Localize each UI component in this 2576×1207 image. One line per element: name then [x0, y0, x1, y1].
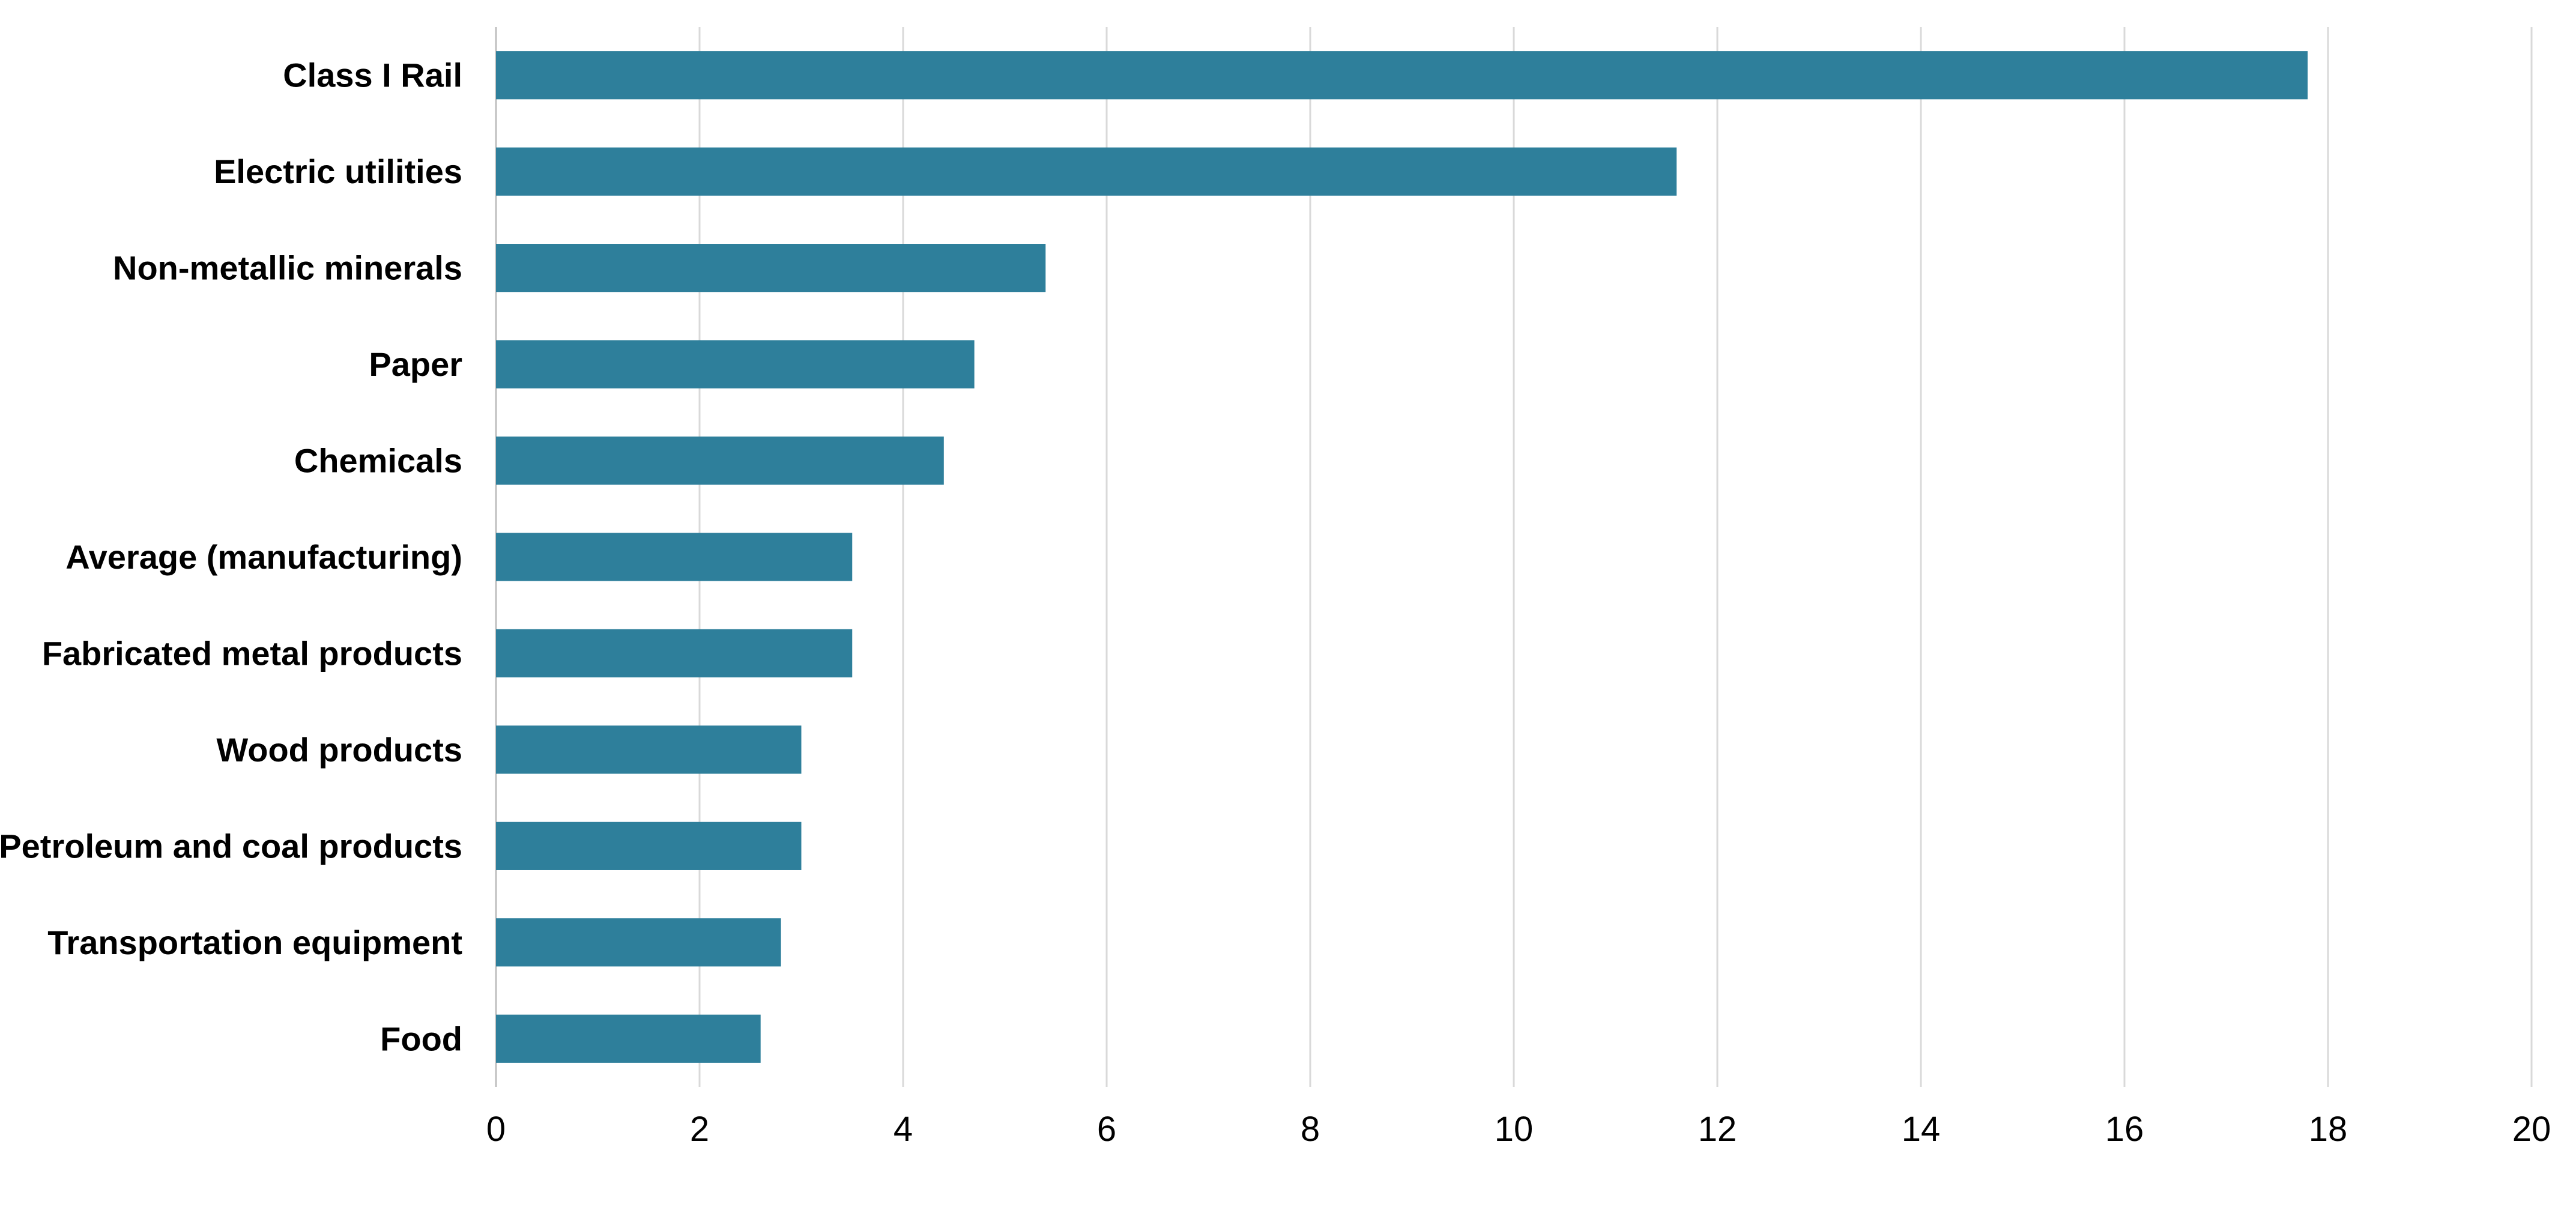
bar — [496, 51, 2308, 100]
x-tick-label: 14 — [1902, 1110, 1941, 1149]
bar — [496, 147, 1677, 196]
x-axis-tick-labels: 0 2 4 6 8 10 12 14 16 18 20 — [486, 1110, 2551, 1149]
bars — [496, 51, 2308, 1063]
bar — [496, 821, 802, 870]
bar — [496, 918, 781, 967]
x-tick-label: 18 — [2309, 1110, 2348, 1149]
category-label: Non-metallic minerals — [113, 249, 462, 287]
bar — [496, 436, 944, 485]
bar — [496, 629, 853, 678]
bar — [496, 1014, 761, 1063]
category-label: Chemicals — [294, 442, 462, 480]
category-labels: Class I Rail Electric utilities Non-metall… — [0, 56, 462, 1058]
bar — [496, 340, 975, 389]
x-tick-label: 2 — [690, 1110, 709, 1149]
category-label: Food — [380, 1020, 462, 1057]
x-tick-label: 8 — [1301, 1110, 1320, 1149]
x-tick-label: 16 — [2105, 1110, 2144, 1149]
category-label: Transportation equipment — [47, 924, 462, 961]
x-tick-label: 6 — [1097, 1110, 1116, 1149]
bar — [496, 533, 853, 581]
category-label: Paper — [369, 345, 462, 383]
x-tick-label: 10 — [1495, 1110, 1534, 1149]
category-label: Fabricated metal products — [42, 634, 462, 672]
x-tick-label: 20 — [2512, 1110, 2551, 1149]
category-label: Petroleum and coal products — [0, 827, 462, 865]
bar — [496, 244, 1046, 292]
category-label: Electric utilities — [214, 153, 462, 190]
bar — [496, 725, 802, 774]
category-label: Wood products — [216, 731, 462, 769]
category-label: Class I Rail — [283, 56, 462, 94]
x-tick-label: 4 — [893, 1110, 913, 1149]
x-tick-label: 12 — [1698, 1110, 1737, 1149]
gridlines — [495, 27, 2533, 1087]
category-label: Average (manufacturing) — [65, 538, 462, 576]
x-tick-label: 0 — [486, 1110, 506, 1149]
